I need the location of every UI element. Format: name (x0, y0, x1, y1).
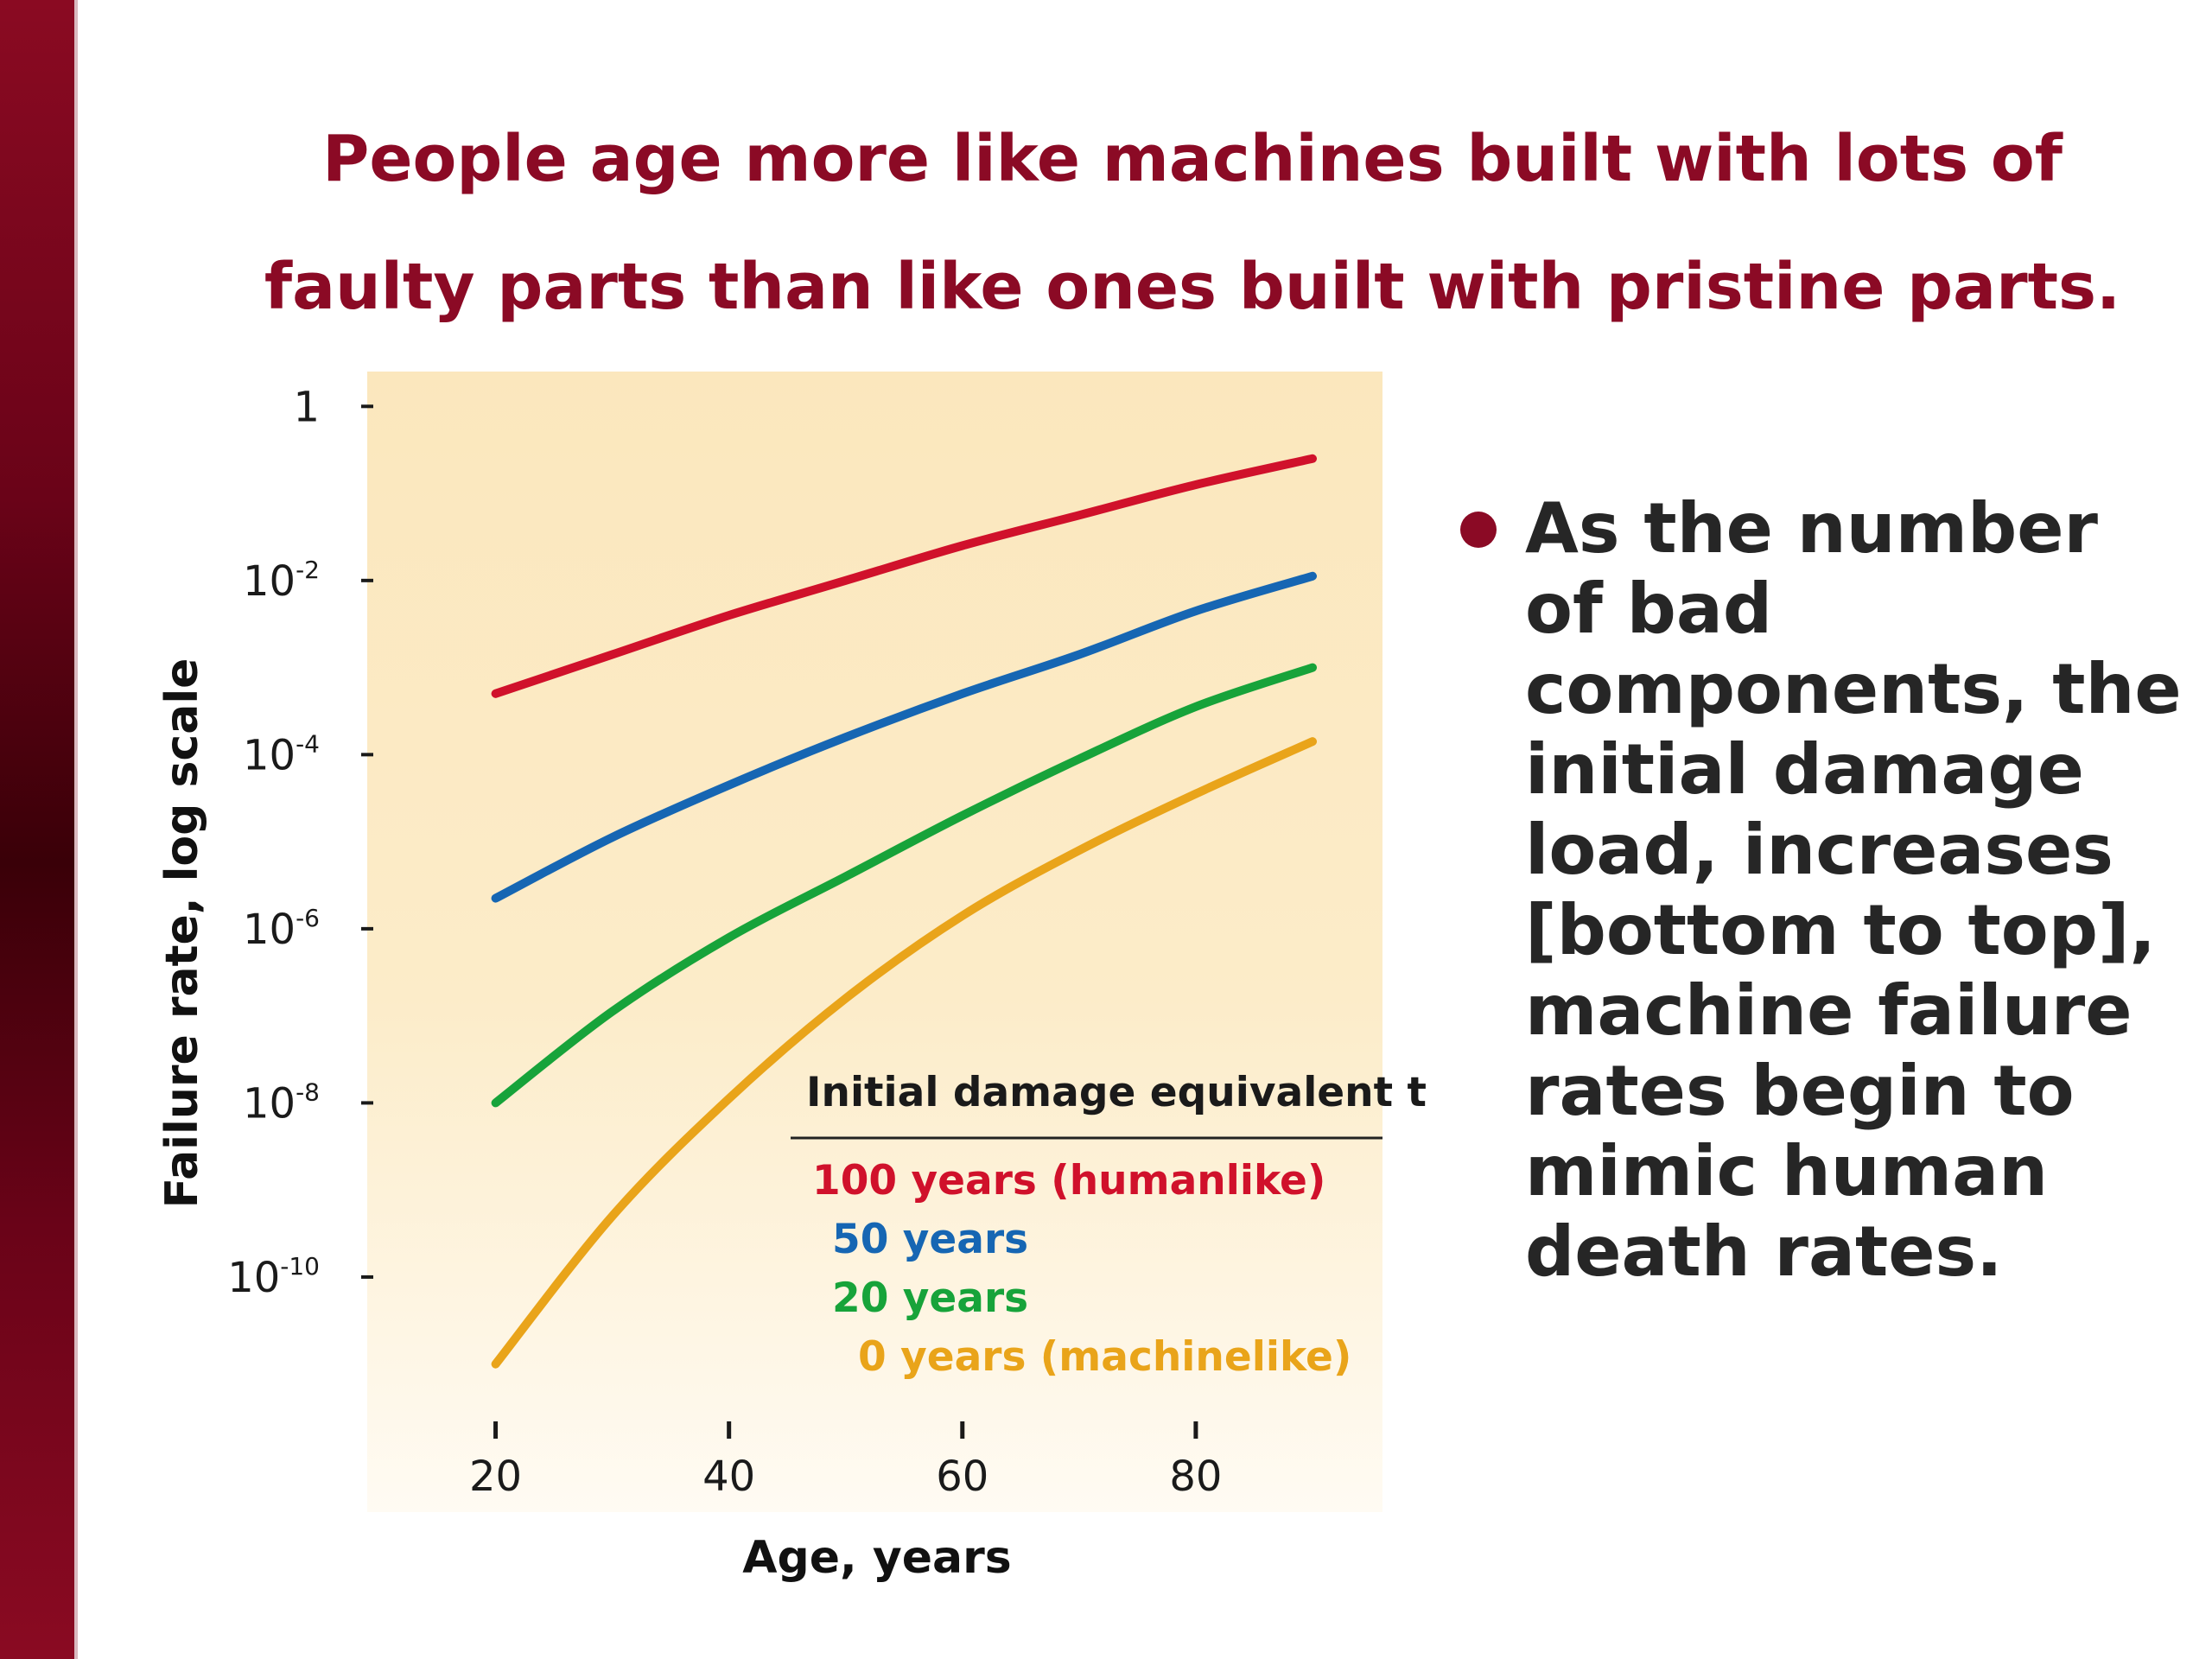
legend: Initial damage equivalent to: 100 years … (791, 1069, 1426, 1381)
y-tick-exponent-3: -6 (296, 904, 320, 932)
y-tick-label-3: 10-6 (243, 904, 320, 954)
series-line-2 (491, 663, 1317, 1108)
x-axis: 20 40 60 80 (469, 1421, 1222, 1501)
y-tick-label-2: 10-4 (243, 729, 320, 779)
legend-entry-1: 50 years (832, 1216, 1028, 1263)
y-tick-base-5: 10 (227, 1254, 280, 1302)
legend-entry-2: 20 years (832, 1274, 1028, 1322)
y-tick-base-2: 10 (243, 731, 296, 779)
legend-entry-3: 0 years (machinelike) (858, 1333, 1351, 1381)
legend-items: 100 years (humanlike) 50 years 20 years 0 y… (812, 1157, 1351, 1381)
bullet-text: As the number of bad components, the ini… (1525, 488, 2182, 1292)
series-line-1 (491, 571, 1317, 903)
x-tick-label-0: 20 (469, 1452, 522, 1501)
y-axis: 110-210-410-610-810-10 (227, 383, 373, 1302)
failure-rate-chart: 110-210-410-610-810-10 20 40 60 80 Failure … (156, 372, 1426, 1584)
x-tick-label-2: 60 (936, 1452, 988, 1501)
bullet-point (1460, 512, 1497, 548)
left-accent-line (74, 0, 78, 1659)
x-tick-label-3: 80 (1169, 1452, 1222, 1501)
y-tick-exponent-1: -2 (296, 556, 320, 584)
y-tick-label-1: 10-2 (243, 556, 320, 606)
slide-title-line-2: faulty parts than like ones built with p… (264, 250, 2121, 324)
y-tick-base-1: 10 (243, 557, 296, 606)
legend-title: Initial damage equivalent to: (806, 1069, 1426, 1116)
legend-entry-0: 100 years (humanlike) (812, 1157, 1325, 1205)
y-tick-label-0: 1 (293, 383, 320, 431)
series-line-3 (491, 737, 1317, 1369)
y-tick-exponent-2: -4 (296, 729, 320, 758)
plot-background (367, 372, 1382, 1512)
left-accent-bar (0, 0, 74, 1659)
y-tick-exponent-4: -8 (296, 1077, 320, 1106)
y-tick-base-4: 10 (243, 1079, 296, 1128)
series-lines (491, 454, 1317, 1369)
x-tick-label-1: 40 (702, 1452, 755, 1501)
y-tick-base-3: 10 (243, 906, 296, 954)
y-tick-base-0: 1 (293, 383, 320, 431)
y-tick-label-4: 10-8 (243, 1077, 320, 1128)
slide-title-line-1: People age more like machines built with… (322, 122, 2063, 196)
slide-title: People age more like machines built with… (199, 95, 2186, 351)
series-line-0 (491, 454, 1317, 698)
y-tick-label-5: 10-10 (227, 1252, 320, 1302)
y-axis-title: Failure rate, log scale (156, 658, 208, 1209)
y-tick-exponent-5: -10 (280, 1252, 320, 1281)
x-axis-title: Age, years (742, 1532, 1011, 1584)
